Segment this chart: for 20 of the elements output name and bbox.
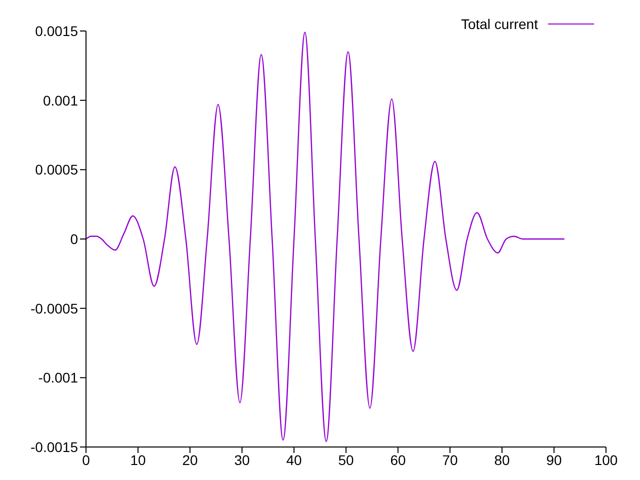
x-tick-label: 30: [234, 452, 250, 468]
x-tick-label: 40: [286, 452, 302, 468]
y-tick-label: 0.0005: [35, 162, 78, 178]
y-tick-label: 0: [70, 230, 78, 247]
x-tick-label: 70: [442, 452, 458, 468]
y-tick-label: -0.0015: [30, 438, 78, 455]
x-tick-label: 0: [82, 452, 90, 468]
x-tick-label: 90: [546, 452, 562, 468]
y-tick-label: -0.001: [38, 370, 78, 386]
y-tick-label: -0.0005: [30, 300, 78, 316]
line-series: [86, 32, 565, 442]
y-tick-label: 0.001: [42, 92, 78, 108]
x-tick-label: 10: [130, 452, 146, 468]
x-tick-label: 80: [494, 452, 510, 468]
y-tick-label: 0.0015: [35, 22, 78, 39]
x-tick-label: 20: [182, 452, 198, 468]
x-tick-label: 60: [390, 452, 406, 468]
x-tick-label: 100: [594, 452, 618, 468]
x-tick-label: 50: [338, 452, 354, 468]
legend-label: Total current: [460, 16, 538, 32]
